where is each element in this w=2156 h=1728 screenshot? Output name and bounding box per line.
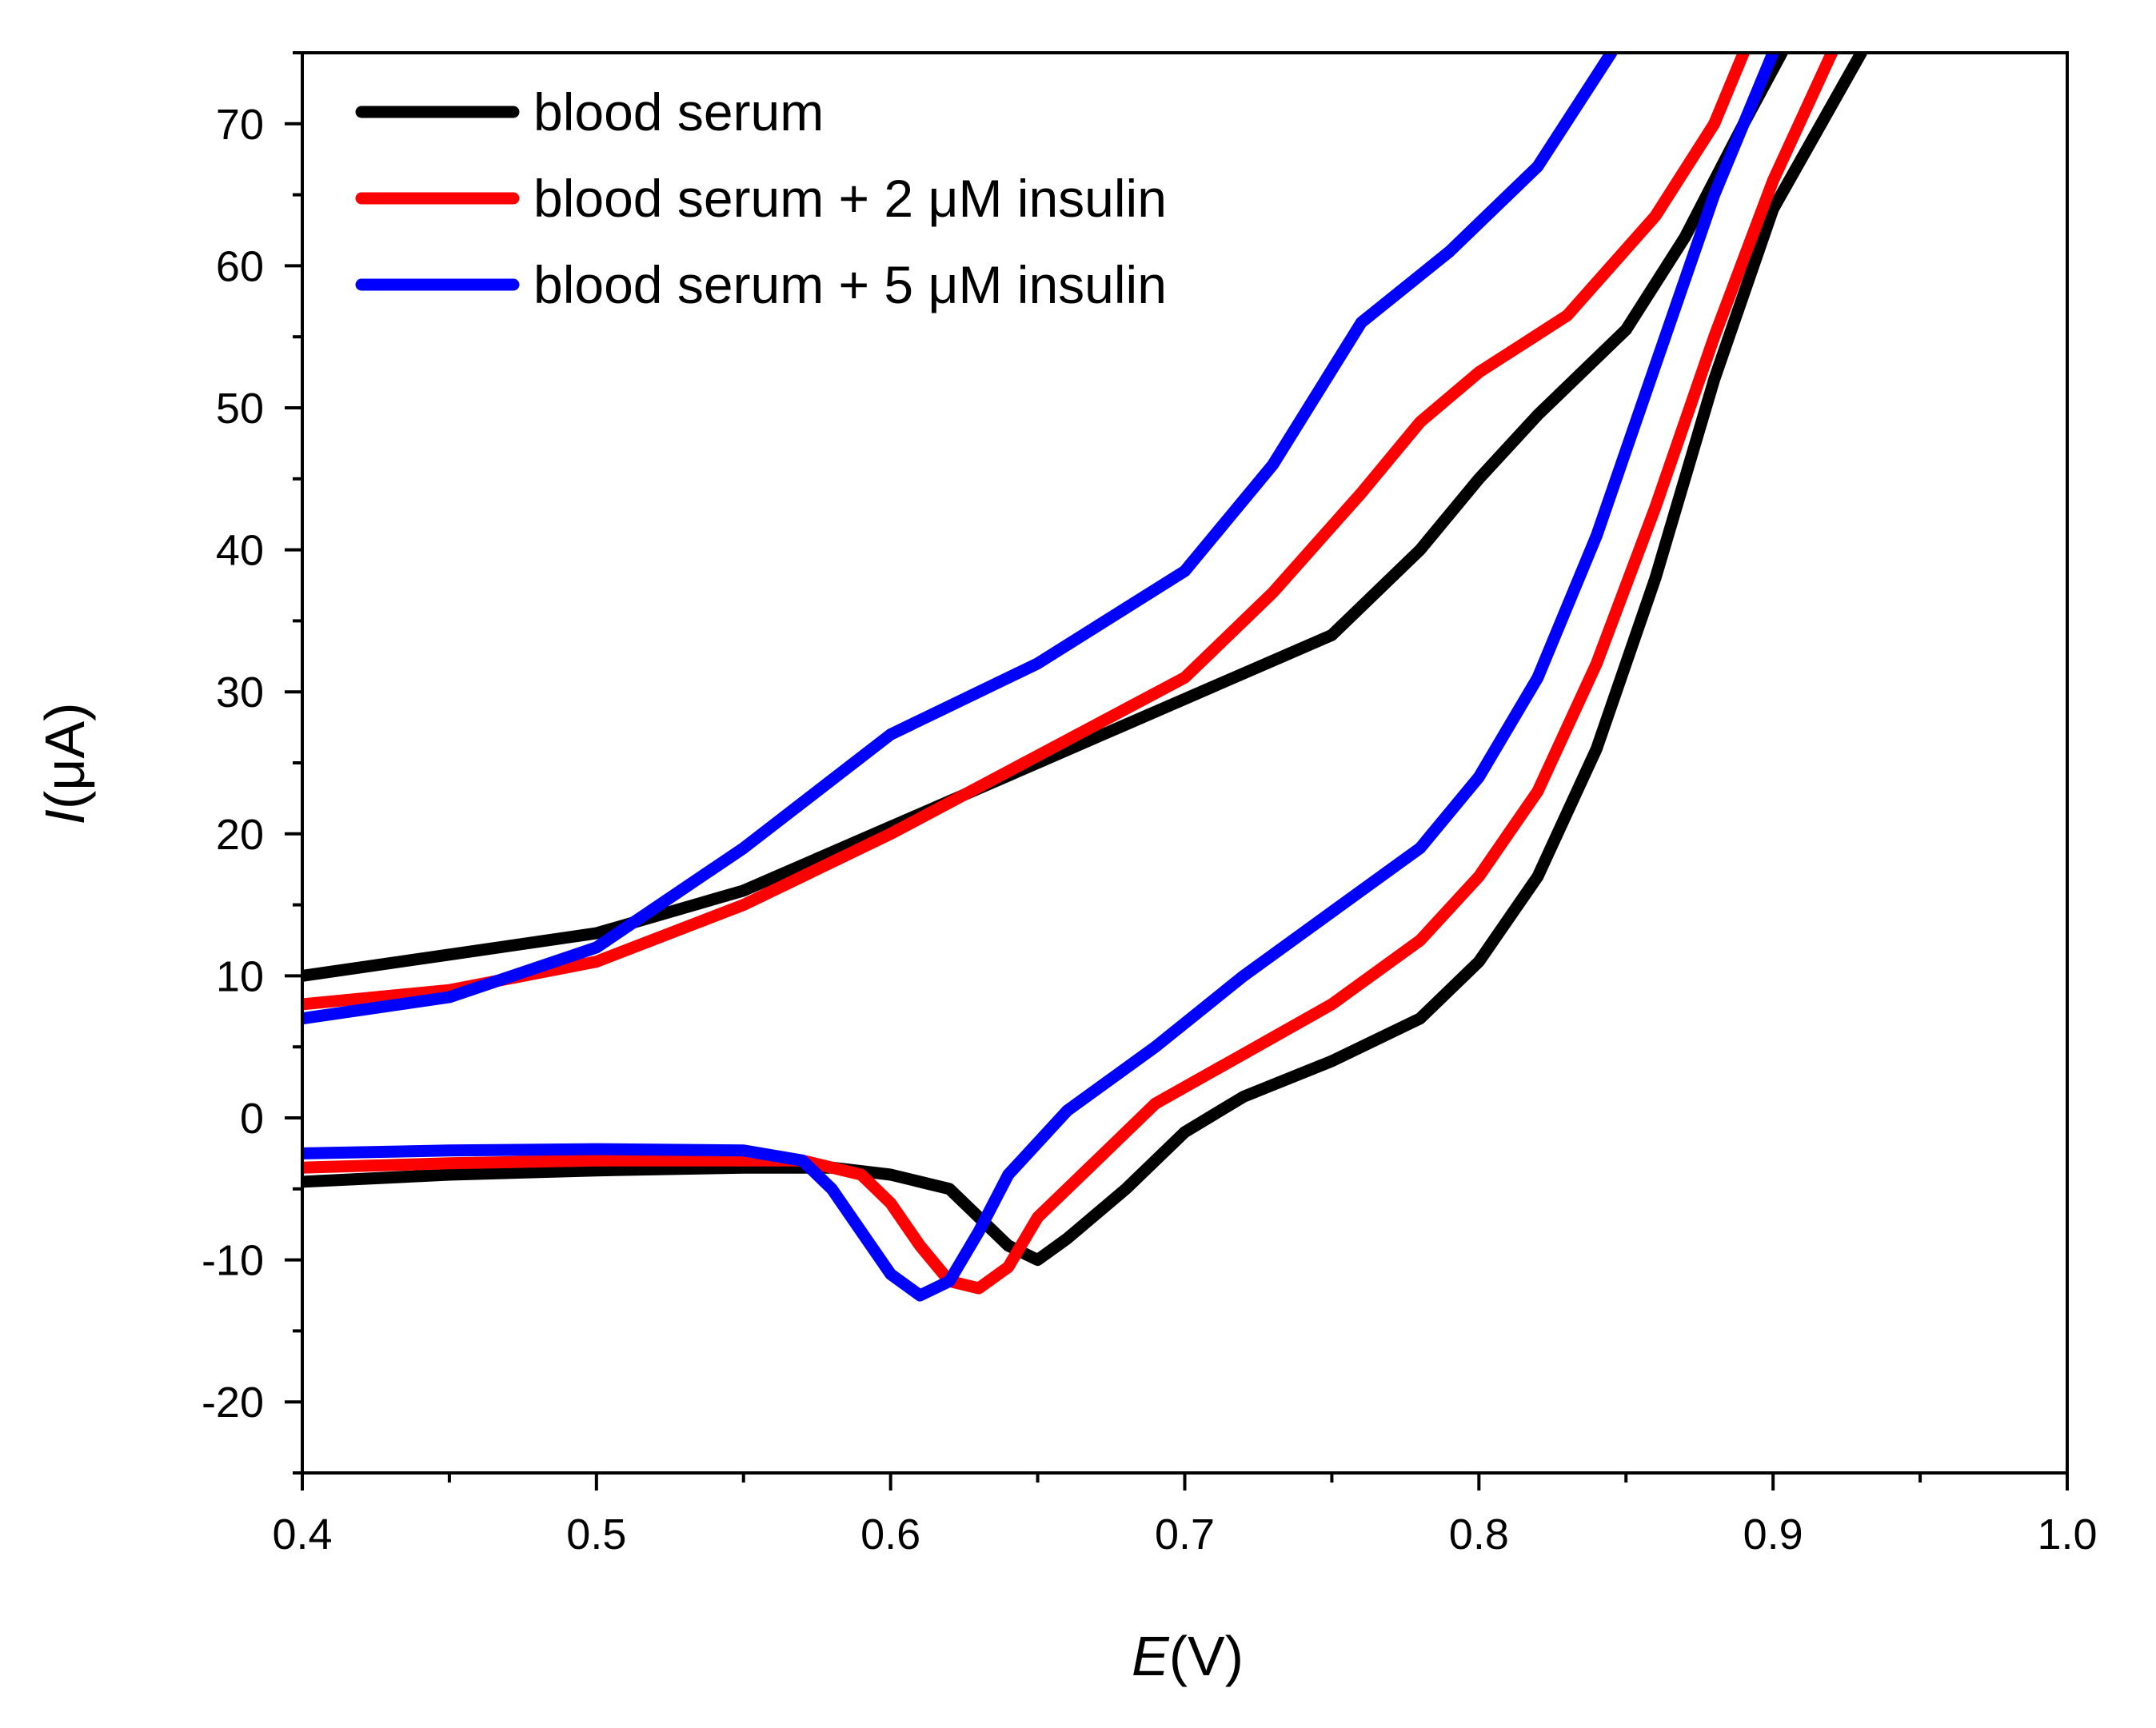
axis-ticks: 0.4 0.5 0.6 0.7 0.8 0.9 1.0 -20 -10 0 10 20 30 40 50 60… (202, 51, 2098, 1558)
x-tick-label: 0.7 (1155, 1511, 1215, 1558)
legend-label-1: blood serum (533, 82, 824, 142)
y-tick-label: 10 (216, 952, 264, 1000)
y-tick-label: 0 (240, 1095, 264, 1143)
series-line-2-reverse (302, 53, 1750, 1011)
y-axis-title-symbol: I (34, 809, 96, 824)
x-axis-title-unit: (V) (1169, 1625, 1244, 1687)
series-line-3-forward (302, 53, 1779, 1302)
x-tick-label: 0.6 (860, 1511, 920, 1558)
x-axis-title-symbol: E (1132, 1625, 1170, 1687)
series-line-3-reverse (302, 53, 1618, 1025)
y-tick-label: 50 (216, 385, 264, 433)
legend-label-2: blood serum + 2 μM insulin (533, 169, 1167, 228)
legend: blood serum blood serum + 2 μM insulin blo… (355, 82, 1167, 314)
x-tick-label: 1.0 (2037, 1511, 2097, 1558)
y-tick-label: -20 (202, 1379, 264, 1427)
y-tick-label: 20 (216, 811, 264, 859)
x-axis-title: E(V) (1132, 1625, 1244, 1687)
x-tick-label: 0.5 (566, 1511, 626, 1558)
y-tick-label: 70 (216, 101, 264, 149)
series-layer (302, 53, 1867, 1302)
y-tick-label: -10 (202, 1237, 264, 1285)
y-axis-title: I(μA) (34, 702, 96, 824)
x-tick-label: 0.8 (1449, 1511, 1509, 1558)
legend-label-3: blood serum + 5 μM insulin (533, 255, 1167, 314)
x-tick-label: 0.9 (1743, 1511, 1803, 1558)
y-tick-label: 60 (216, 242, 264, 290)
y-axis-title-unit: (μA) (34, 702, 96, 809)
x-tick-label: 0.4 (272, 1511, 332, 1558)
y-tick-label: 30 (216, 668, 264, 716)
y-tick-label: 40 (216, 527, 264, 575)
